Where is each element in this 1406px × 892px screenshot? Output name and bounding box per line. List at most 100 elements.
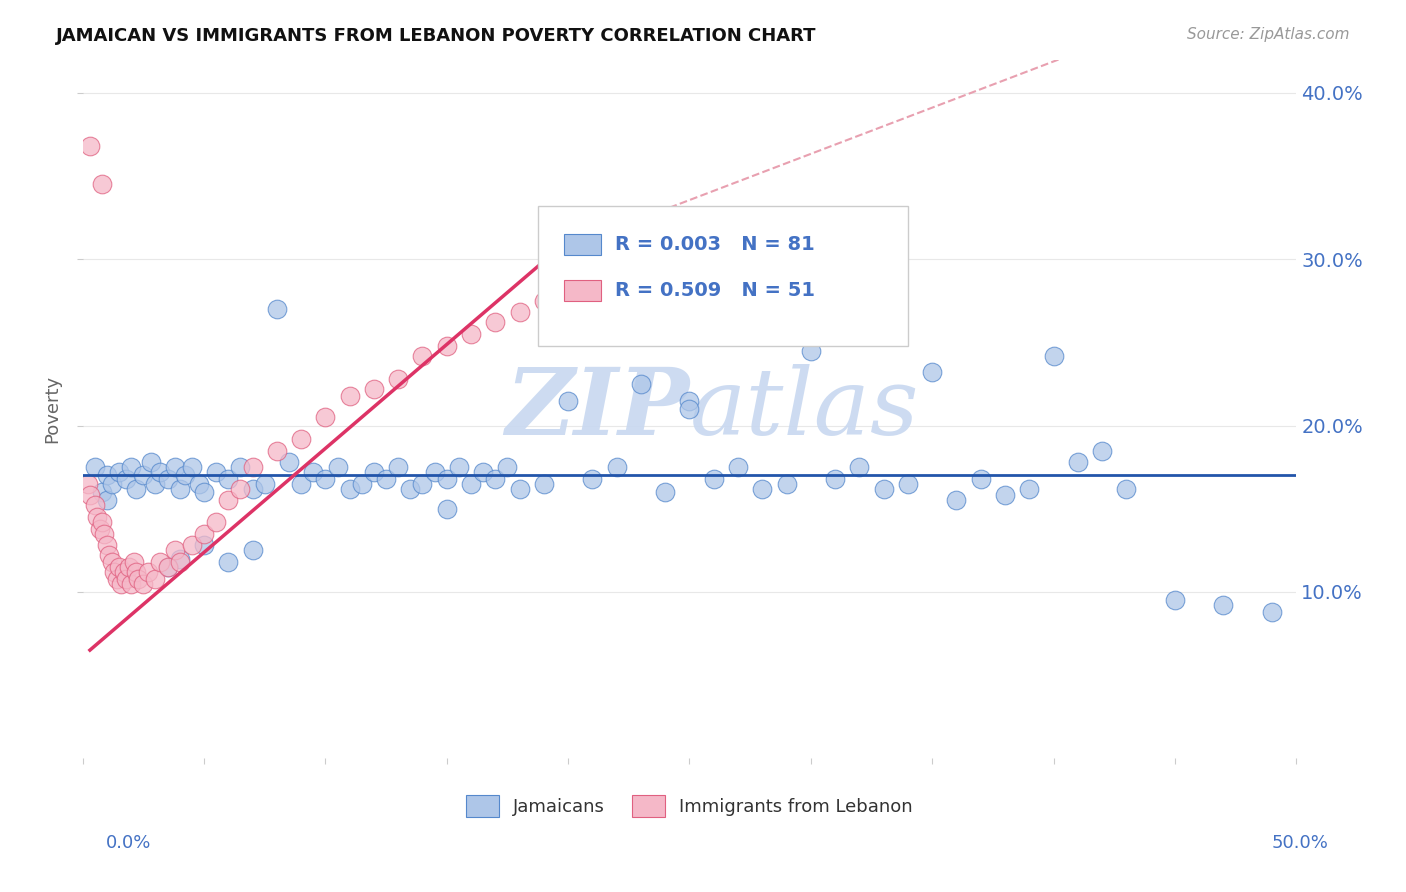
Point bbox=[120, 576, 142, 591]
Point bbox=[423, 465, 446, 479]
Point bbox=[848, 460, 870, 475]
Point bbox=[581, 472, 603, 486]
Point bbox=[1212, 598, 1234, 612]
Point bbox=[115, 472, 138, 486]
Point bbox=[266, 302, 288, 317]
Point bbox=[96, 538, 118, 552]
Text: atlas: atlas bbox=[689, 364, 920, 454]
Point bbox=[169, 482, 191, 496]
Text: R = 0.003   N = 81: R = 0.003 N = 81 bbox=[616, 235, 815, 254]
Point bbox=[173, 468, 195, 483]
Point bbox=[557, 393, 579, 408]
Point bbox=[149, 555, 172, 569]
Point bbox=[132, 468, 155, 483]
Point bbox=[132, 576, 155, 591]
Text: R = 0.509   N = 51: R = 0.509 N = 51 bbox=[616, 281, 815, 300]
Point bbox=[411, 476, 433, 491]
Point bbox=[472, 465, 495, 479]
Point bbox=[120, 460, 142, 475]
Point bbox=[824, 472, 846, 486]
Point bbox=[112, 565, 135, 579]
Point bbox=[145, 572, 167, 586]
Point bbox=[79, 488, 101, 502]
Point bbox=[484, 315, 506, 329]
Point bbox=[970, 472, 993, 486]
FancyBboxPatch shape bbox=[564, 235, 600, 255]
Point bbox=[314, 410, 336, 425]
Point bbox=[411, 349, 433, 363]
Point bbox=[1042, 349, 1064, 363]
Point bbox=[350, 476, 373, 491]
Legend: Jamaicans, Immigrants from Lebanon: Jamaicans, Immigrants from Lebanon bbox=[458, 789, 920, 824]
Point bbox=[1091, 443, 1114, 458]
Point bbox=[509, 305, 531, 319]
Point bbox=[678, 393, 700, 408]
Point bbox=[86, 510, 108, 524]
Point bbox=[100, 555, 122, 569]
Text: ZIP: ZIP bbox=[505, 364, 689, 454]
Point bbox=[399, 482, 422, 496]
Point bbox=[205, 515, 228, 529]
Point bbox=[1164, 593, 1187, 607]
Point bbox=[125, 482, 148, 496]
Point bbox=[145, 476, 167, 491]
Point bbox=[96, 468, 118, 483]
FancyBboxPatch shape bbox=[564, 280, 600, 301]
Point bbox=[91, 485, 114, 500]
Point bbox=[193, 485, 215, 500]
Point bbox=[800, 343, 823, 358]
Point bbox=[302, 465, 325, 479]
Point bbox=[326, 460, 349, 475]
Point bbox=[127, 572, 149, 586]
Point bbox=[897, 476, 920, 491]
Point bbox=[363, 382, 385, 396]
Point bbox=[156, 560, 179, 574]
Text: 50.0%: 50.0% bbox=[1272, 834, 1329, 852]
Point bbox=[217, 472, 239, 486]
Point bbox=[100, 476, 122, 491]
Point bbox=[217, 493, 239, 508]
Point bbox=[122, 555, 145, 569]
Point bbox=[242, 460, 264, 475]
Point bbox=[188, 476, 211, 491]
Point bbox=[436, 501, 458, 516]
Text: Source: ZipAtlas.com: Source: ZipAtlas.com bbox=[1187, 27, 1350, 42]
Point bbox=[242, 482, 264, 496]
Point bbox=[278, 455, 301, 469]
Point bbox=[266, 443, 288, 458]
Point bbox=[363, 465, 385, 479]
Point bbox=[217, 555, 239, 569]
Point bbox=[205, 465, 228, 479]
Point bbox=[994, 488, 1017, 502]
Point bbox=[193, 538, 215, 552]
Point bbox=[727, 460, 749, 475]
Point bbox=[436, 472, 458, 486]
Point bbox=[484, 472, 506, 486]
Point bbox=[314, 472, 336, 486]
Point bbox=[125, 565, 148, 579]
Point bbox=[872, 482, 894, 496]
FancyBboxPatch shape bbox=[537, 206, 908, 346]
Point bbox=[156, 560, 179, 574]
Point bbox=[447, 460, 470, 475]
Point bbox=[108, 465, 131, 479]
Point bbox=[93, 526, 115, 541]
Point bbox=[496, 460, 519, 475]
Point bbox=[1018, 482, 1040, 496]
Point bbox=[654, 485, 676, 500]
Point bbox=[533, 476, 555, 491]
Point bbox=[139, 455, 162, 469]
Point bbox=[630, 376, 652, 391]
Point bbox=[169, 551, 191, 566]
Point bbox=[91, 178, 114, 192]
Text: 0.0%: 0.0% bbox=[105, 834, 150, 852]
Point bbox=[678, 401, 700, 416]
Point bbox=[229, 460, 252, 475]
Point bbox=[115, 572, 138, 586]
Point bbox=[606, 266, 628, 280]
Point bbox=[436, 339, 458, 353]
Point bbox=[581, 272, 603, 286]
Point bbox=[108, 560, 131, 574]
Point bbox=[229, 482, 252, 496]
Point bbox=[76, 476, 98, 491]
